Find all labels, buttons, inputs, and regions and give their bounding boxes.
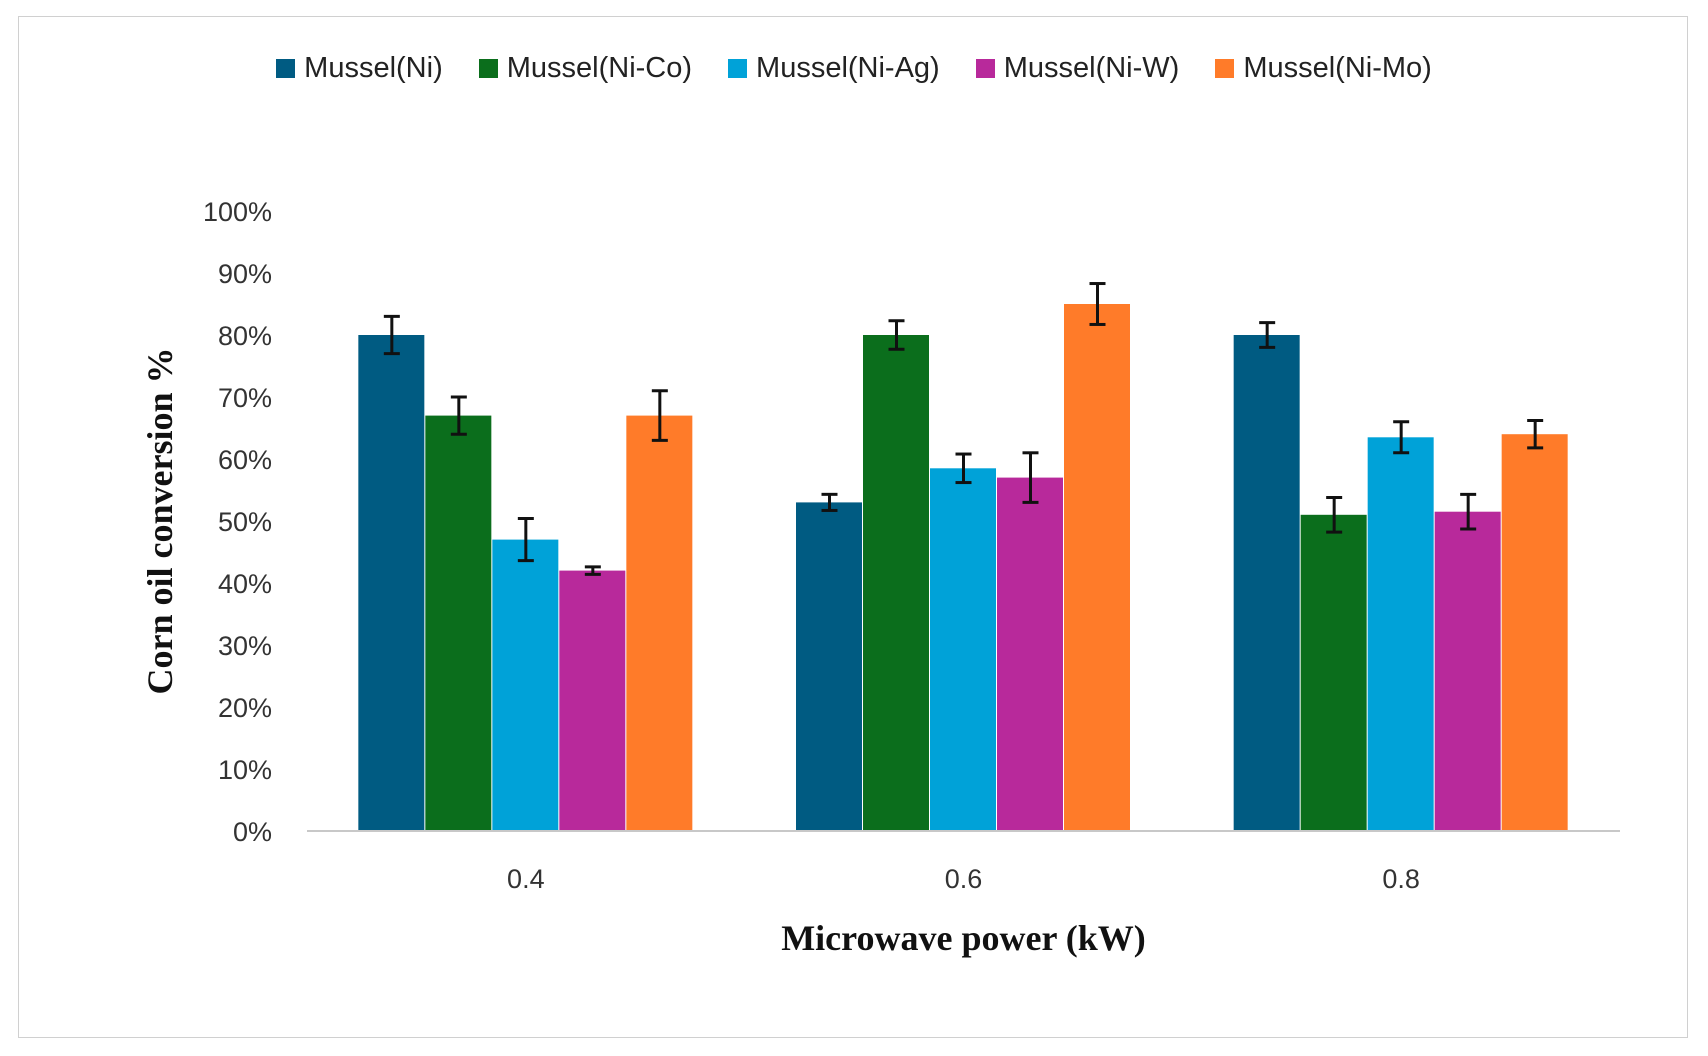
- bar-mussel-ni-co-0-4: [425, 415, 492, 831]
- error-bar-mussel-ni-ag-0-4: [517, 517, 534, 563]
- y-tick-label: 20%: [218, 693, 272, 723]
- legend: Mussel(Ni) Mussel(Ni-Co) Mussel(Ni-Ag) Muss…: [0, 52, 1708, 85]
- x-tick-label: 0.6: [945, 864, 983, 894]
- y-tick-label: 70%: [218, 383, 272, 413]
- x-axis-ticks: 0.4 0.6 0.8: [507, 864, 1420, 894]
- error-bar-mussel-ni-mo-0-4: [651, 389, 668, 442]
- error-bar-mussel-ni-ag-0-8: [1393, 420, 1410, 455]
- error-bar-mussel-ni-w-0-6: [1022, 451, 1039, 504]
- error-bar-mussel-ni-w-0-4: [584, 565, 601, 576]
- x-tick-label: 0.4: [507, 864, 545, 894]
- y-tick-label: 60%: [218, 445, 272, 475]
- bar-mussel-ni-mo-0-8: [1501, 434, 1568, 831]
- error-bar-mussel-ni-co-0-6: [888, 319, 905, 351]
- error-bar-mussel-ni-0-4: [383, 314, 400, 356]
- error-bar-mussel-ni-mo-0-8: [1527, 419, 1544, 450]
- y-tick-label: 100%: [203, 197, 272, 227]
- legend-item-mussel-ni-w: Mussel(Ni-W): [975, 52, 1180, 85]
- legend-item-mussel-ni-mo: Mussel(Ni-Mo): [1215, 52, 1432, 85]
- bar-mussel-ni-0-4: [358, 335, 425, 831]
- error-bar-mussel-ni-w-0-8: [1460, 492, 1477, 531]
- legend-item-mussel-ni: Mussel(Ni): [276, 52, 443, 85]
- bar-mussel-ni-co-0-6: [863, 335, 929, 831]
- legend-label: Mussel(Ni-Co): [506, 52, 693, 84]
- error-bar-mussel-ni-mo-0-6: [1089, 282, 1106, 326]
- bar-mussel-ni-ag-0-8: [1367, 437, 1434, 831]
- bar-mussel-ni-co-0-8: [1300, 514, 1367, 831]
- bar-mussel-ni-ag-0-6: [930, 468, 996, 831]
- y-axis-title: Corn oil conversion %: [140, 348, 180, 695]
- legend-item-mussel-ni-ag: Mussel(Ni-Ag): [728, 52, 940, 85]
- error-bar-mussel-ni-ag-0-6: [955, 452, 972, 485]
- legend-swatch: [975, 59, 995, 78]
- y-tick-label: 10%: [218, 755, 272, 785]
- y-tick-label: 0%: [233, 817, 272, 847]
- legend-swatch: [728, 59, 748, 78]
- error-bar-mussel-ni-co-0-4: [450, 395, 467, 436]
- error-bar-mussel-ni-0-8: [1259, 321, 1276, 349]
- legend-label: Mussel(Ni): [304, 52, 443, 84]
- legend-label: Mussel(Ni-W): [1003, 52, 1180, 84]
- legend-label: Mussel(Ni-Mo): [1243, 52, 1432, 84]
- legend-swatch: [1215, 59, 1235, 78]
- bar-mussel-ni-w-0-4: [559, 570, 626, 831]
- bar-mussel-ni-0-8: [1233, 335, 1300, 831]
- legend-label: Mussel(Ni-Ag): [756, 52, 940, 84]
- bar-mussel-ni-w-0-6: [997, 477, 1063, 831]
- bar-mussel-ni-mo-0-6: [1064, 304, 1130, 831]
- y-tick-label: 30%: [218, 631, 272, 661]
- bars: [358, 304, 1568, 831]
- error-bars: [383, 282, 1544, 576]
- legend-swatch: [478, 59, 498, 78]
- legend-swatch: [276, 59, 296, 78]
- bar-mussel-ni-0-6: [796, 502, 862, 831]
- y-tick-label: 40%: [218, 569, 272, 599]
- bar-mussel-ni-ag-0-4: [492, 539, 559, 831]
- x-tick-label: 0.8: [1382, 864, 1420, 894]
- error-bar-mussel-ni-co-0-8: [1326, 495, 1343, 534]
- legend-item-mussel-ni-co: Mussel(Ni-Co): [478, 52, 693, 85]
- y-tick-label: 80%: [218, 321, 272, 351]
- y-axis-ticks: 0% 10% 20% 30% 40% 50% 60% 70% 80% 90% 100%: [203, 197, 272, 847]
- bar-mussel-ni-mo-0-4: [626, 415, 693, 831]
- x-axis-title: Microwave power (kW): [781, 918, 1146, 958]
- y-tick-label: 90%: [218, 259, 272, 289]
- error-bar-mussel-ni-0-6: [821, 492, 838, 512]
- bar-mussel-ni-w-0-8: [1434, 511, 1501, 831]
- y-tick-label: 50%: [218, 507, 272, 537]
